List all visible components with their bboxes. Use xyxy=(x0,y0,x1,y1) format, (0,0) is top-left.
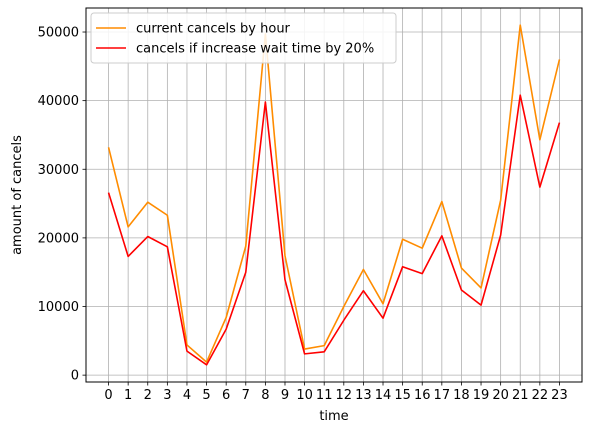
x-tick-label: 0 xyxy=(104,388,112,403)
grid-lines xyxy=(86,8,582,382)
plot-frame xyxy=(85,7,583,383)
y-tick-label: 0 xyxy=(71,369,79,384)
series-lines xyxy=(107,24,561,366)
x-tick-label: 8 xyxy=(261,388,269,403)
x-tick-label: 7 xyxy=(242,388,250,403)
y-tick-label: 10000 xyxy=(38,300,79,315)
x-tick-label: 22 xyxy=(532,388,549,403)
x-tick-label: 2 xyxy=(144,388,152,403)
x-tick-label: 6 xyxy=(222,388,230,403)
x-tick-label: 3 xyxy=(163,388,171,403)
series-line-1 xyxy=(107,94,561,366)
y-axis-ticks: 0 10000 20000 30000 40000 50000 xyxy=(38,26,86,384)
y-tick-label: 20000 xyxy=(38,231,79,246)
x-tick-label: 9 xyxy=(281,388,289,403)
x-tick-label: 14 xyxy=(375,388,392,403)
x-tick-label: 13 xyxy=(355,388,372,403)
x-tick-label: 12 xyxy=(336,388,353,403)
x-tick-label: 11 xyxy=(316,388,333,403)
series-line-0 xyxy=(107,24,561,363)
x-tick-label: 1 xyxy=(124,388,132,403)
x-tick-label: 21 xyxy=(512,388,529,403)
x-tick-label: 10 xyxy=(296,388,313,403)
x-tick-label: 20 xyxy=(492,388,509,403)
x-tick-label: 5 xyxy=(202,388,210,403)
x-tick-label: 4 xyxy=(183,388,191,403)
legend-label-1: cancels if increase wait time by 20% xyxy=(136,42,374,57)
x-tick-label: 23 xyxy=(551,388,568,403)
x-tick-label: 18 xyxy=(453,388,470,403)
x-tick-label: 19 xyxy=(473,388,490,403)
x-axis-label: time xyxy=(319,409,348,424)
y-tick-label: 50000 xyxy=(38,26,79,41)
x-axis-ticks: 0 1 2 3 4 5 6 7 8 9 10 11 12 13 14 15 16 17 18 19 20 21 22 23 xyxy=(104,382,568,403)
y-axis-label: amount of cancels xyxy=(10,135,25,255)
legend-box xyxy=(90,12,397,64)
x-tick-label: 16 xyxy=(414,388,431,403)
y-tick-label: 40000 xyxy=(38,94,79,109)
x-tick-label: 15 xyxy=(394,388,411,403)
legend: current cancels by hour cancels if increa… xyxy=(90,12,397,64)
y-tick-label: 30000 xyxy=(38,163,79,178)
legend-label-0: current cancels by hour xyxy=(136,22,291,37)
x-tick-label: 17 xyxy=(434,388,451,403)
